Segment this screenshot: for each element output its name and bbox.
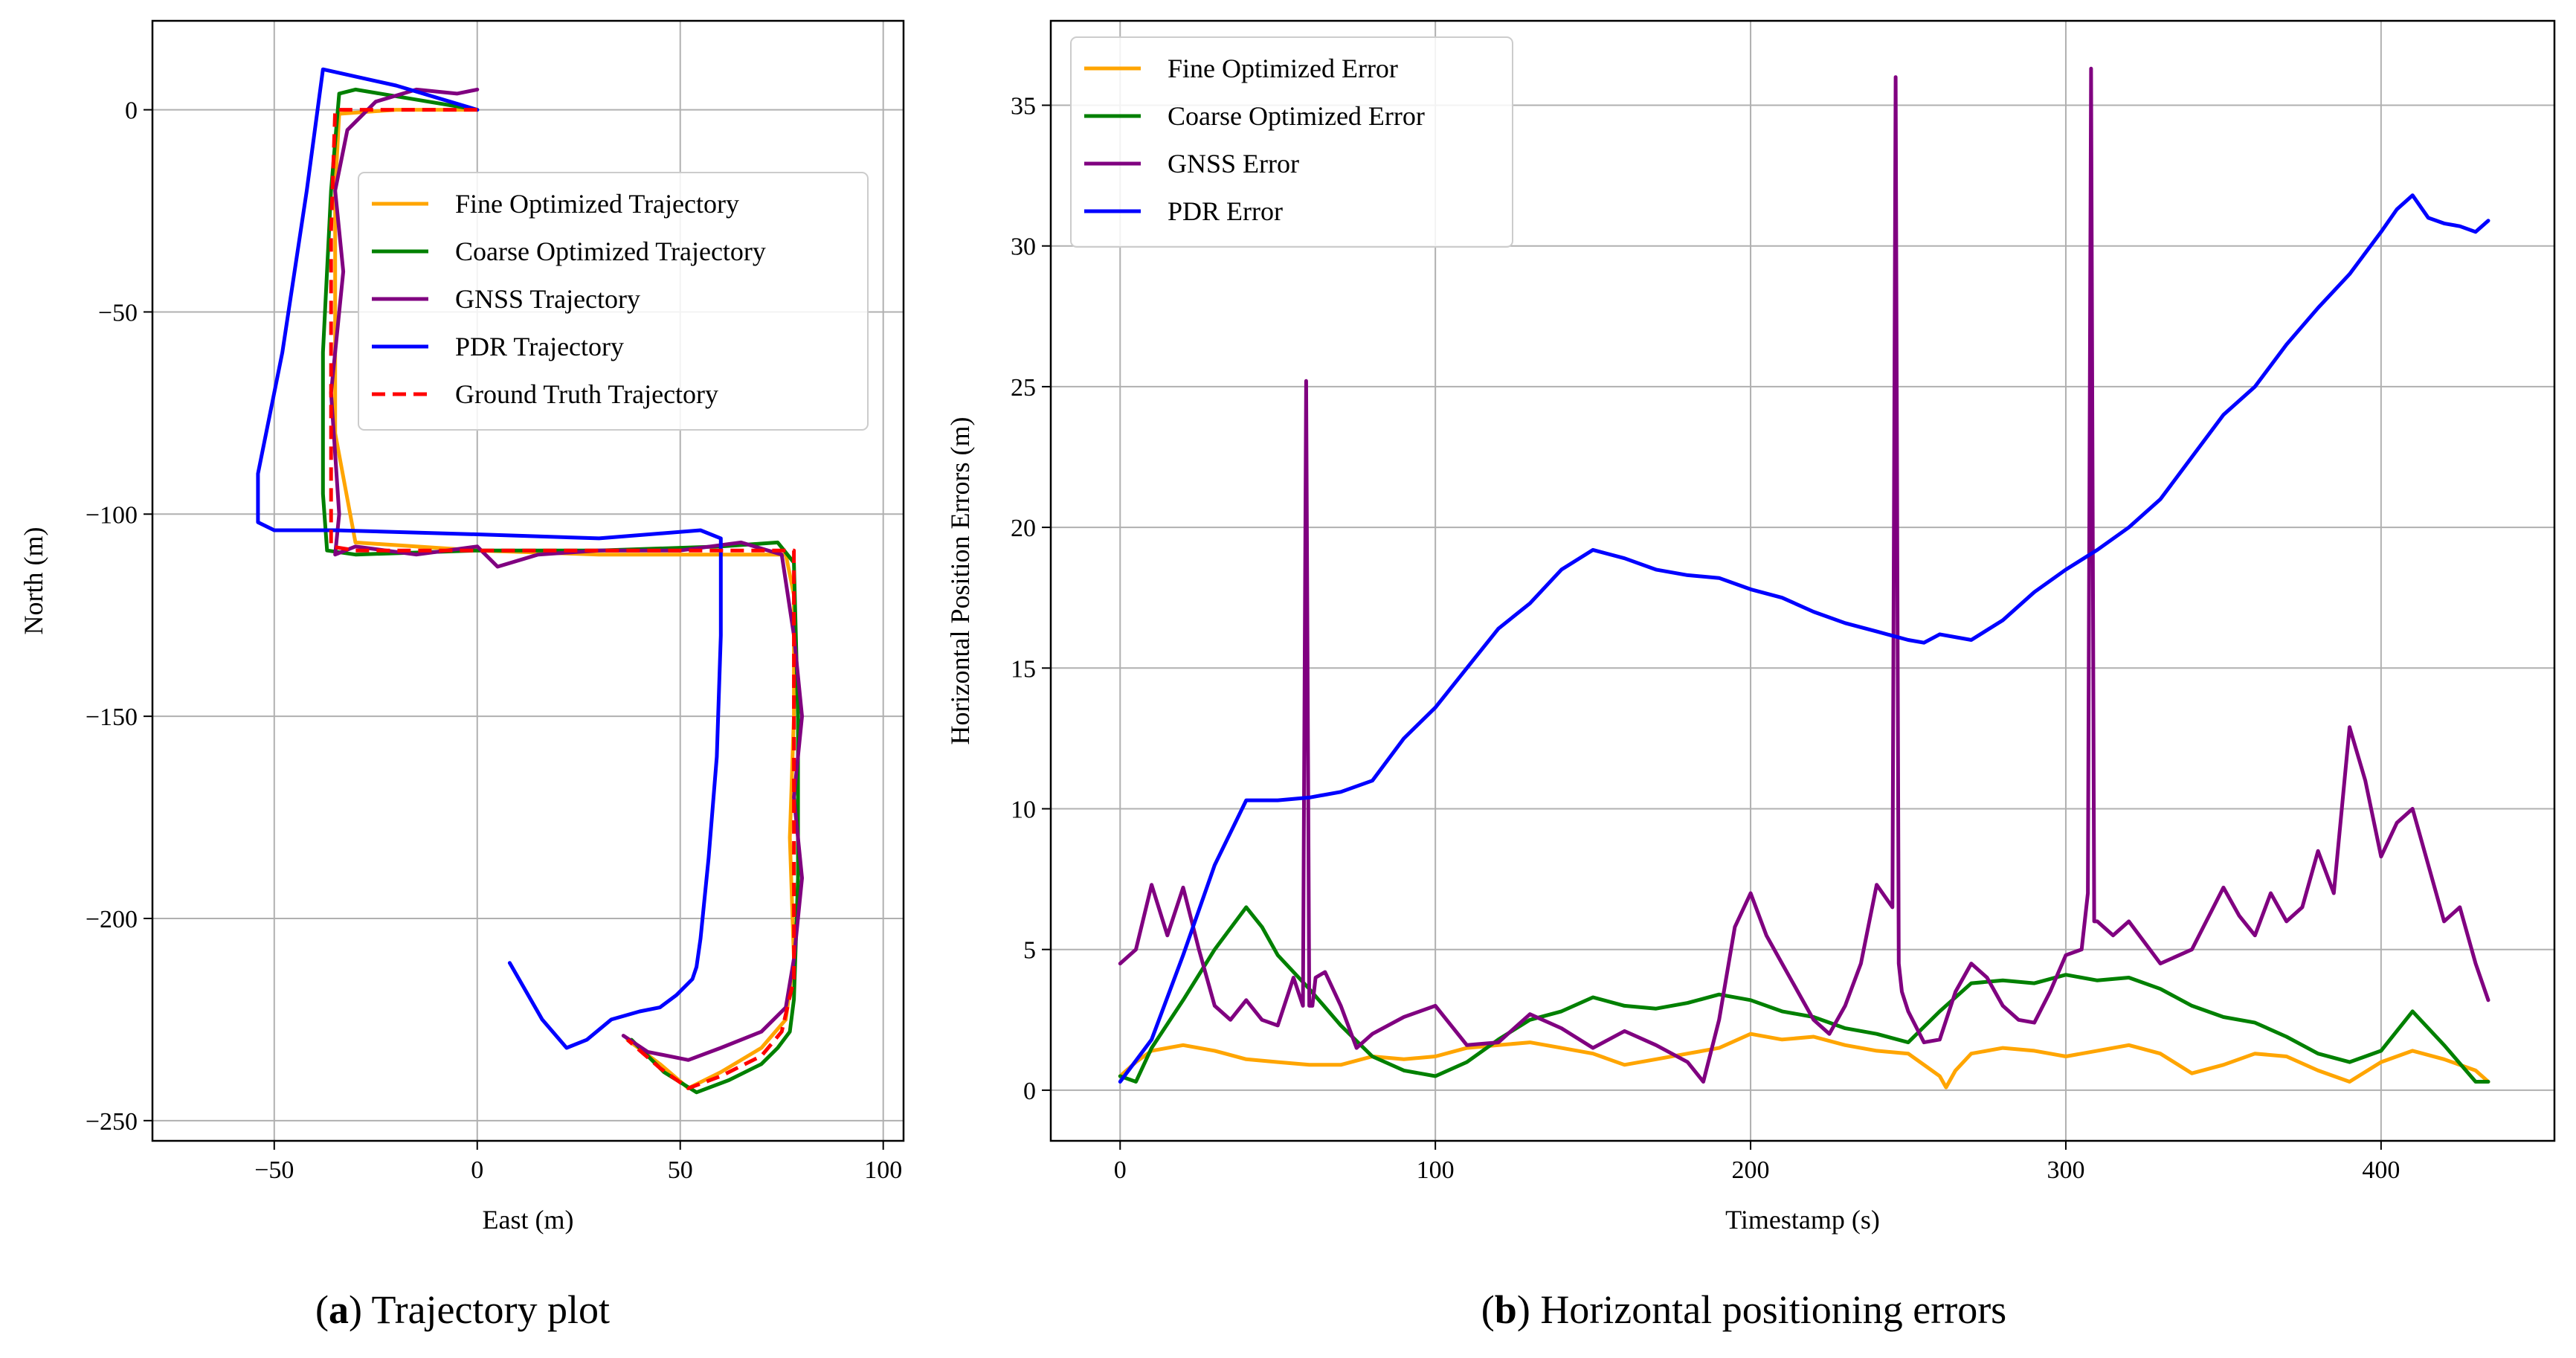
series-line-coarse-optimized-error — [1118, 905, 2490, 1084]
y-axis-label: Horizontal Position Errors (m) — [945, 417, 975, 745]
series-line-ground-truth-trajectory — [329, 108, 796, 1090]
legend-box — [1070, 36, 1513, 248]
legend-box — [358, 172, 869, 431]
y-tick-label: −200 — [86, 906, 138, 933]
x-tick-label: 100 — [864, 1156, 902, 1184]
y-tick-label: 0 — [1023, 1078, 1036, 1105]
legend-label: Fine Optimized Trajectory — [455, 189, 739, 219]
y-tick-label: −100 — [86, 501, 138, 529]
x-axis-label: East (m) — [483, 1205, 574, 1235]
x-tick-label: 0 — [1114, 1156, 1127, 1184]
caption-b-tag: b — [1494, 1287, 1517, 1332]
legend-label: Fine Optimized Error — [1168, 54, 1398, 83]
series-line-pdr-error — [1118, 193, 2490, 1084]
series-line-coarse-optimized-trajectory — [321, 87, 800, 1095]
x-tick-label: −50 — [254, 1156, 294, 1184]
x-tick-label: 400 — [2362, 1156, 2400, 1184]
legend-label: GNSS Trajectory — [455, 284, 640, 314]
y-tick-label: −50 — [98, 299, 138, 326]
series-line-fine-optimized-error — [1118, 1032, 2490, 1090]
series-line-gnss-trajectory — [329, 87, 804, 1062]
y-tick-label: 5 — [1023, 937, 1036, 965]
y-tick-label: 15 — [1011, 655, 1036, 683]
series-group — [1118, 66, 2490, 1090]
caption-a-tag: a — [329, 1287, 349, 1332]
y-tick-label: −150 — [86, 704, 138, 731]
caption-a: (a) Trajectory plot — [315, 1287, 610, 1332]
x-tick-label: 200 — [1732, 1156, 1770, 1184]
caption-b-text: Horizontal positioning errors — [1540, 1287, 2007, 1332]
legend-label: Coarse Optimized Error — [1168, 101, 1425, 131]
y-tick-label: 10 — [1011, 796, 1036, 823]
axes-frame — [151, 19, 905, 1142]
legend-label: PDR Error — [1168, 196, 1283, 226]
caption-a-text: Trajectory plot — [371, 1287, 610, 1332]
x-tick-label: 100 — [1417, 1156, 1455, 1184]
y-axis-label: North (m) — [19, 527, 48, 635]
x-axis-label: Timestamp (s) — [1725, 1205, 1880, 1235]
legend-label: GNSS Error — [1168, 149, 1299, 178]
legend-label: Ground Truth Trajectory — [455, 379, 718, 409]
axes-frame — [1049, 19, 2556, 1142]
legend-label: Coarse Optimized Trajectory — [455, 236, 766, 266]
x-tick-label: 50 — [668, 1156, 693, 1184]
series-line-pdr-trajectory — [256, 67, 723, 1050]
y-tick-label: 0 — [125, 97, 138, 125]
trajectory-panel: −50 0 50 100 0 −50 −100 −150 −200 −250 East (m) Nor… — [19, 19, 905, 1235]
y-tick-label: 20 — [1011, 515, 1036, 542]
series-line-gnss-error — [1118, 66, 2490, 1084]
y-tick-label: −250 — [86, 1108, 138, 1136]
y-tick-label: 25 — [1011, 374, 1036, 402]
series-group — [256, 67, 804, 1095]
caption-b: (b) Horizontal positioning errors — [1481, 1287, 2007, 1332]
y-tick-label: 30 — [1011, 234, 1036, 261]
legend-label: PDR Trajectory — [455, 332, 624, 361]
y-tick-label: 35 — [1011, 93, 1036, 120]
x-tick-label: 300 — [2047, 1156, 2084, 1184]
errors-panel: 0 100 200 300 400 0 5 10 15 20 25 30 35 Timestamp (s)… — [945, 19, 2556, 1235]
x-tick-label: 0 — [471, 1156, 483, 1184]
